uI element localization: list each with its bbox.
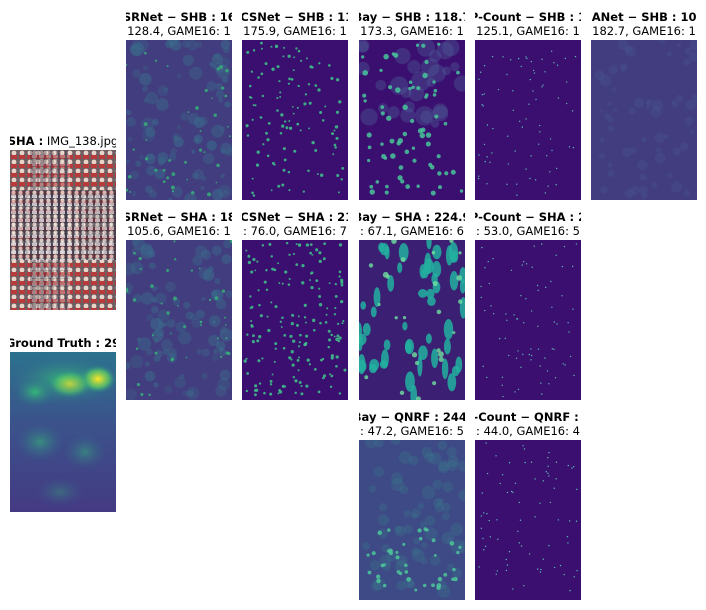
density-map <box>359 40 465 200</box>
density-map-graphic <box>475 40 581 200</box>
panel-subtitle: 128.4, GAME16: 1 <box>127 24 231 38</box>
panel-title: P-Count − SHB : 1 <box>475 10 581 24</box>
panel-title: Bay − SHB : 118.7 <box>359 10 465 24</box>
ground-truth-heatmap <box>10 352 116 512</box>
panel-subtitle: : 76.0, GAME16: 7 <box>243 224 347 238</box>
panel-subtitle: : 47.2, GAME16: 5 <box>360 424 464 438</box>
density-map-graphic <box>126 40 232 200</box>
density-map-graphic <box>242 240 348 400</box>
density-map-graphic <box>591 40 697 200</box>
panel-subtitle: : 44.0, GAME16: 4 <box>476 424 580 438</box>
panel-subtitle: 105.6, GAME16: 1 <box>127 224 231 238</box>
density-map-graphic <box>359 440 465 600</box>
density-map <box>242 240 348 400</box>
density-map <box>475 240 581 400</box>
density-map-graphic <box>475 240 581 400</box>
panel-subtitle: 173.3, GAME16: 1 <box>360 24 464 38</box>
panel-subtitle: 182.7, GAME16: 1 <box>592 24 696 38</box>
panel-title: P-Count − QNRF : 2 <box>475 410 581 424</box>
panel-title: CSRNet − SHA : 186 <box>126 210 232 224</box>
density-map-graphic <box>359 40 465 200</box>
panel-title: SANet − SHB : 109 <box>591 10 697 24</box>
panel-title: Bay − SHA : 224.9 <box>359 210 465 224</box>
panel-title: CSRNet − SHB : 163 <box>126 10 232 24</box>
panel-subtitle: : 67.1, GAME16: 6 <box>360 224 464 238</box>
ground-truth-density-map <box>10 352 116 512</box>
density-map-graphic <box>242 40 348 200</box>
panel-title: MCSNet − SHB : 116 <box>242 10 348 24</box>
panel-title: MCSNet − SHA : 216 <box>242 210 348 224</box>
panel-subtitle: 175.9, GAME16: 1 <box>243 24 347 38</box>
density-map-graphic <box>475 440 581 600</box>
density-map <box>359 440 465 600</box>
density-map <box>126 40 232 200</box>
ground-truth-title: Ground Truth : 29 <box>10 336 116 350</box>
density-map <box>126 240 232 400</box>
density-map-graphic <box>359 240 465 400</box>
density-map <box>242 40 348 200</box>
density-map-graphic <box>126 240 232 400</box>
panel-title: P-Count − SHA : 2 <box>475 210 581 224</box>
crowd-photo-graphic <box>10 150 116 310</box>
density-map <box>475 440 581 600</box>
input-image-title: SHA : IMG_138.jpg <box>10 134 116 148</box>
density-map <box>591 40 697 200</box>
panel-title: Bay − QNRF : 244. <box>359 410 465 424</box>
panel-subtitle: 125.1, GAME16: 1 <box>476 24 580 38</box>
density-map <box>359 240 465 400</box>
crowd-photo <box>10 150 116 310</box>
density-map <box>475 40 581 200</box>
panel-subtitle: : 53.0, GAME16: 5 <box>476 224 580 238</box>
